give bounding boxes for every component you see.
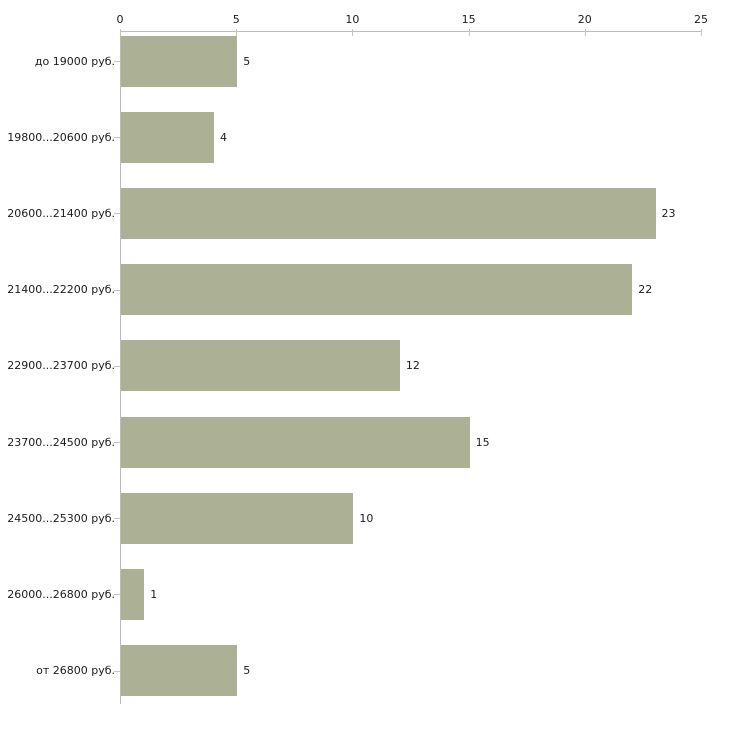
x-axis-tick-label: 5 [232,13,240,26]
x-axis-tick-mark [468,29,470,36]
category-label: 21400...22200 руб. [7,283,115,297]
bar-value-label: 5 [243,54,251,68]
category-label: 22900...23700 руб. [7,359,115,373]
category-tick-mark [114,442,120,443]
x-axis-tick-label: 0 [116,13,124,26]
category-label: 20600...21400 руб. [7,206,115,220]
bar-value-label: 23 [661,206,676,220]
bar-value-label: 4 [219,130,227,144]
bar [121,187,656,239]
x-axis-tick-mark [701,29,702,36]
category-label: 19800...20600 руб. [7,130,115,144]
bar [121,568,145,620]
bar-value-label: 12 [405,359,420,373]
category-tick-mark [114,289,120,291]
bar-value-label: 5 [243,664,251,678]
x-axis-tick-label: 10 [345,13,360,26]
bar [121,111,214,163]
category-tick-mark [114,61,120,62]
x-axis-line [120,31,702,32]
bar [121,492,354,544]
category-tick-mark [114,137,120,139]
x-axis-tick-mark [236,29,238,36]
bar [121,35,238,87]
bar-value-label: 10 [359,511,374,525]
bar [121,416,470,468]
x-axis-tick-label: 25 [694,13,708,26]
category-tick-mark [114,594,120,596]
y-axis-line [120,31,121,704]
category-label: 23700...24500 руб. [7,435,115,449]
x-axis-tick-mark [120,29,121,36]
category-tick-mark [114,670,120,672]
bar [121,264,633,316]
category-label: 24500...25300 руб. [7,511,115,525]
category-tick-mark [114,518,120,520]
x-axis-tick-label: 15 [461,13,476,26]
bar-value-label: 1 [150,587,158,601]
category-label: от 26800 руб. [36,664,115,678]
category-tick-mark [114,365,120,367]
bar-value-label: 22 [638,283,653,297]
category-label: до 19000 руб. [34,54,115,68]
x-axis-tick-mark [352,29,354,36]
category-label: 26000...26800 руб. [7,587,115,601]
category-tick-mark [114,213,120,215]
x-axis-tick-label: 20 [577,13,592,26]
bar [121,340,400,392]
bar-value-label: 15 [475,435,490,449]
x-axis-tick-mark [584,29,586,36]
bar [121,645,238,697]
